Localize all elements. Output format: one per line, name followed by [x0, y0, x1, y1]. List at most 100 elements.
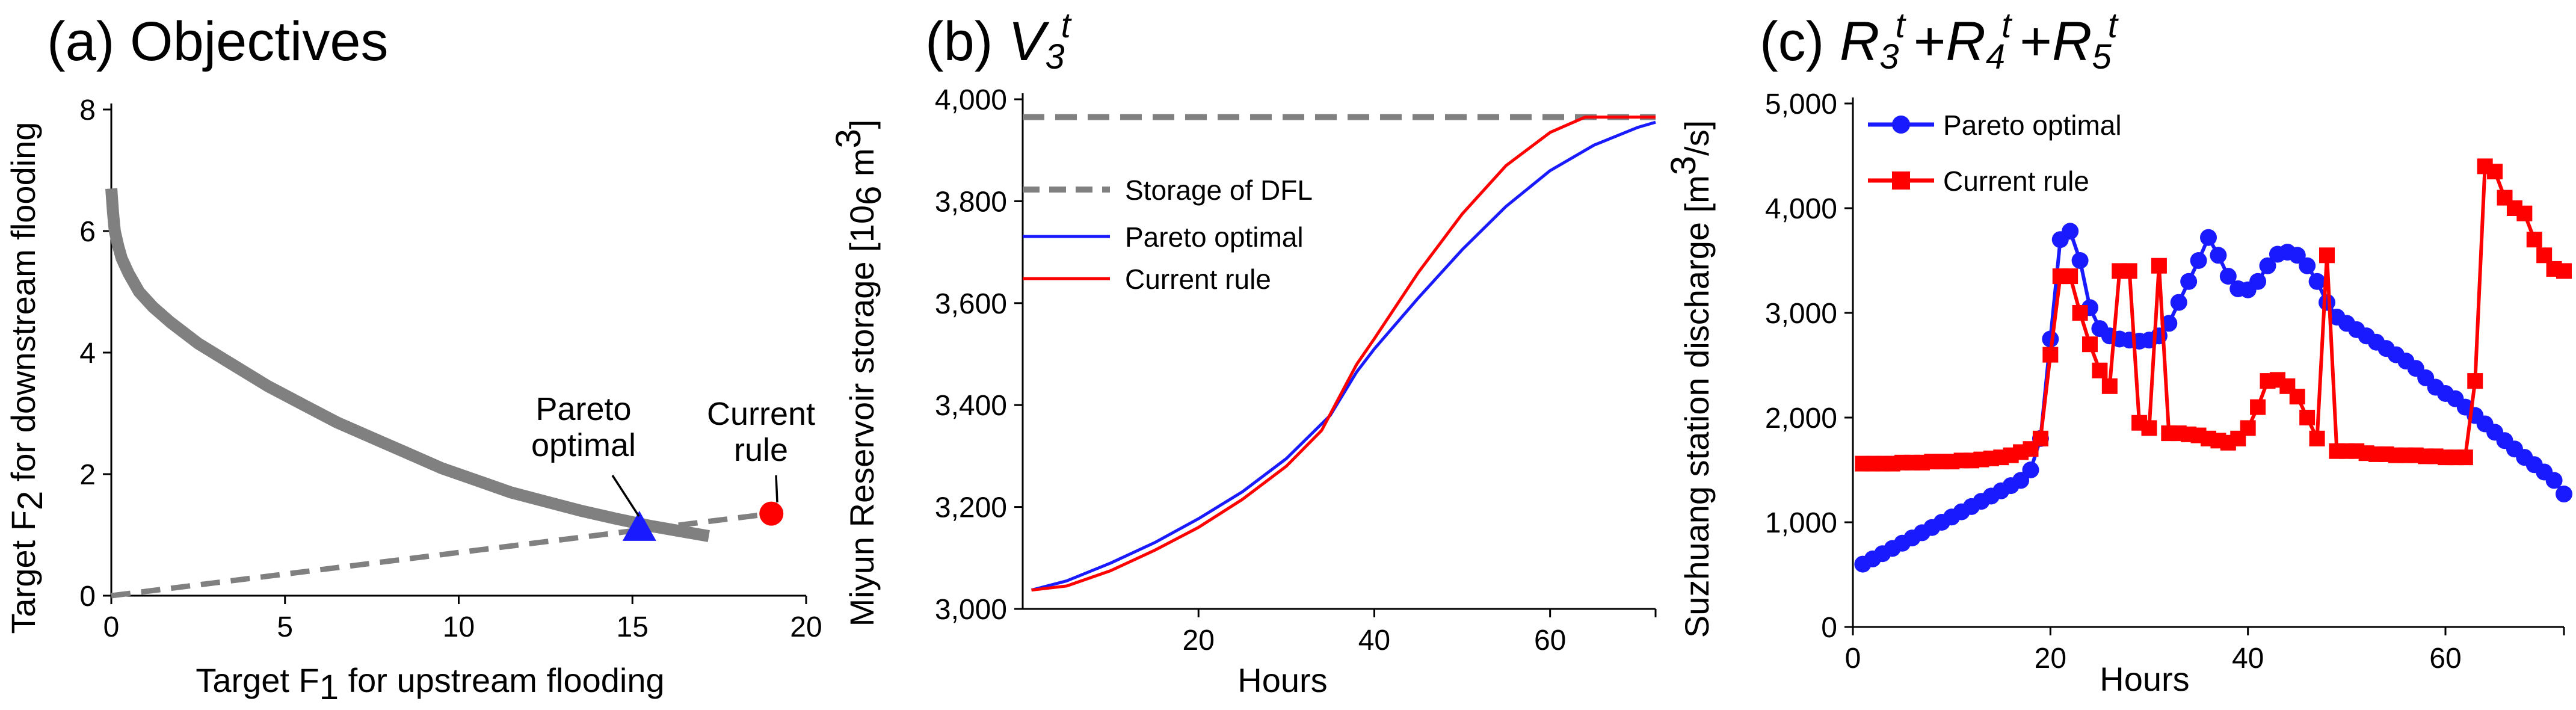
pareto-optimal-point — [2545, 472, 2563, 489]
x-tick-label: 20 — [2035, 643, 2066, 674]
current-rule-point — [2082, 336, 2098, 353]
panel-a-x-axis-label: Target F1 for upstream flooding — [196, 661, 664, 707]
panel-c-axes — [1844, 97, 2565, 635]
x-tick-label: 20 — [1183, 625, 1215, 656]
current-rule-line — [1031, 116, 1656, 592]
annotation-current-rule-leader — [775, 475, 778, 503]
legend-marker-pareto-optimal — [1892, 116, 1910, 134]
pareto-optimal-point — [2308, 273, 2326, 290]
y-tick-label: 1,000 — [1765, 507, 1837, 539]
current-rule-point — [2042, 347, 2059, 363]
annotation-pareto-optimal: Pareto optimal — [531, 391, 636, 463]
y-tick-label: 4,000 — [935, 84, 1007, 116]
pareto-optimal-point — [2180, 273, 2198, 290]
current-rule-point — [2151, 258, 2167, 274]
panel-b-tick-labels: 3,000 3,200 3,400 3,600 3,800 4,000 20 40 60 — [935, 84, 1566, 656]
y-tick-label: 3,600 — [935, 288, 1007, 320]
panel-c-title: (c) R3t +R4t +R5t — [1760, 6, 2119, 76]
current-rule-line — [1863, 163, 2565, 466]
x-tick-label: 15 — [617, 611, 649, 643]
y-tick-label: 3,000 — [935, 594, 1007, 626]
current-rule-point — [2536, 247, 2553, 264]
panel-c-series — [1854, 158, 2572, 573]
annotation-current-rule: Current rule — [707, 396, 815, 468]
current-rule-point — [2516, 205, 2533, 221]
current-rule-point — [2062, 268, 2078, 285]
current-rule-point — [2309, 430, 2325, 446]
pareto-optimal-point — [2022, 461, 2039, 478]
panel-a-series — [105, 188, 784, 599]
y-tick-label: 5,000 — [1765, 88, 1837, 120]
pareto-optimal-point — [2319, 294, 2335, 311]
panel-b-storage: (b) V3t 3,000 3,200 3,400 3,600 3,800 4,000 20… — [829, 6, 1657, 699]
pareto-optimal-point — [2190, 252, 2207, 269]
legend-marker-current-rule — [1892, 171, 1910, 190]
current-rule-point — [759, 501, 784, 526]
panel-c-y-axis-label: Suzhuang station discharge [m3/s] — [1664, 120, 1716, 638]
current-rule-point — [2467, 373, 2483, 389]
panel-c-x-axis-label: Hours — [2100, 660, 2189, 698]
panel-a-y-axis-label: Target F2 for downstream flooding — [4, 122, 50, 634]
current-rule-point — [2556, 263, 2572, 279]
pareto-optimal-point — [2556, 486, 2572, 503]
pareto-optimal-point — [2288, 247, 2306, 264]
pareto-optimal-point — [2249, 273, 2267, 290]
panel-c-tick-labels: 0 1,000 2,000 3,000 4,000 5,000 0 20 40 60 — [1765, 88, 2462, 674]
pareto-optimal-point — [2219, 268, 2237, 285]
pareto-optimal-line — [1031, 120, 1656, 592]
panel-c-legend: Pareto optimal Current rule — [1868, 110, 2122, 197]
y-tick-label: 0 — [79, 581, 96, 613]
panel-b-legend: Storage of DFL Pareto optimal Current ru… — [1023, 174, 1313, 295]
pareto-optimal-point — [2299, 257, 2316, 274]
legend-label-pareto-optimal: Pareto optimal — [1943, 110, 2122, 141]
pareto-optimal-point — [2160, 315, 2178, 332]
x-tick-label: 60 — [1534, 625, 1566, 656]
current-rule-point — [2121, 263, 2137, 279]
x-tick-label: 10 — [443, 611, 475, 643]
panel-b-title: (b) V3t — [925, 6, 1073, 76]
pareto-front-line — [105, 188, 710, 542]
pareto-optimal-point — [2170, 294, 2187, 311]
pareto-optimal-point — [622, 510, 656, 541]
current-rule-point — [2487, 164, 2503, 180]
y-tick-label: 0 — [1821, 612, 1837, 644]
current-rule-point — [2250, 399, 2266, 415]
legend-label-current-rule: Current rule — [1125, 264, 1271, 295]
y-tick-label: 6 — [79, 216, 96, 248]
y-tick-label: 4,000 — [1765, 193, 1837, 225]
pareto-optimal-point — [2210, 247, 2227, 264]
x-tick-label: 0 — [1845, 643, 1861, 674]
annotation-pareto-optimal-leader — [611, 475, 640, 517]
panel-b-y-axis-label: Miyun Reservoir storage [106 m3] — [829, 120, 889, 627]
pareto-optimal-point — [2259, 257, 2276, 274]
legend-label-storage-of-dfl: Storage of DFL — [1125, 174, 1313, 206]
x-tick-label: 0 — [103, 611, 120, 643]
legend-label-pareto-optimal: Pareto optimal — [1125, 221, 1304, 253]
pareto-optimal-point — [2062, 223, 2079, 240]
x-tick-label: 20 — [790, 611, 822, 643]
y-tick-label: 4 — [79, 338, 96, 369]
current-rule-point — [2319, 247, 2335, 264]
current-rule-point — [2526, 232, 2542, 248]
panel-b-axes — [1014, 93, 1657, 617]
y-tick-label: 8 — [79, 94, 96, 126]
current-rule-point — [2101, 378, 2118, 394]
y-tick-label: 3,400 — [935, 390, 1007, 422]
current-rule-point — [2072, 305, 2088, 321]
current-rule-point — [2289, 389, 2305, 405]
panel-a-axes — [103, 103, 807, 604]
x-tick-label: 60 — [2429, 643, 2461, 674]
current-rule-point — [2299, 410, 2316, 425]
current-rule-point — [2032, 430, 2048, 446]
x-tick-label: 40 — [2232, 643, 2264, 674]
legend-label-current-rule: Current rule — [1943, 165, 2089, 197]
y-tick-label: 3,000 — [1765, 298, 1837, 330]
y-tick-label: 3,200 — [935, 492, 1007, 524]
panel-a-tick-labels: 0 2 4 6 8 0 5 10 15 20 — [79, 94, 822, 643]
panel-b-series — [1023, 114, 1656, 592]
pareto-optimal-point — [2200, 229, 2217, 246]
panel-a-title: (a) Objectives — [47, 11, 389, 72]
panel-b-x-axis-label: Hours — [1237, 661, 1327, 699]
y-tick-label: 2,000 — [1765, 403, 1837, 434]
